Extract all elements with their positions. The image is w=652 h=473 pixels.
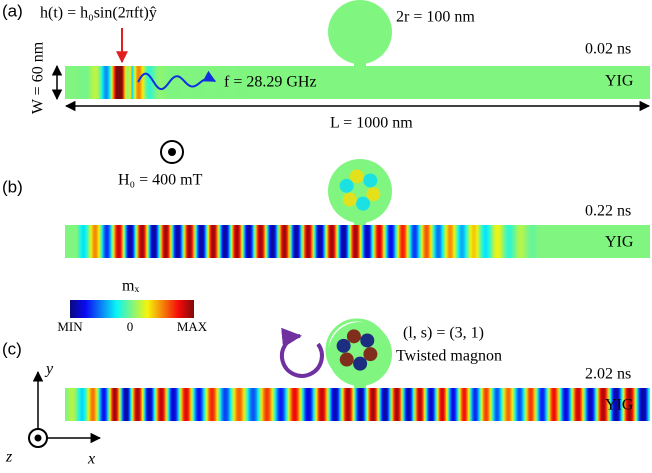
axis-z: z <box>5 449 13 466</box>
panel-label: (c) <box>2 339 22 358</box>
frequency: f = 28.29 GHz <box>224 74 317 91</box>
panel-label: (b) <box>2 177 23 196</box>
waveguide <box>65 66 650 99</box>
diameter: 2r = 100 nm <box>396 9 475 26</box>
time: 0.22 ns <box>585 203 631 220</box>
disk-lobe <box>350 169 364 183</box>
panel-label: (a) <box>2 1 23 20</box>
colorbar-title: mₓ <box>122 278 139 295</box>
waveguide <box>65 225 650 258</box>
layer <box>29 0 650 447</box>
disk-lobe <box>340 179 354 193</box>
disk-lobe <box>366 187 380 201</box>
figure: (a) h(t) = h₀sin(2πft)ŷ 2r = 100 nm 0.02… <box>0 0 652 473</box>
equation: h(t) = h₀sin(2πft)ŷ <box>40 5 157 22</box>
waveguide <box>65 388 650 421</box>
field-dot <box>168 148 176 156</box>
field: H₀ = 400 mT <box>118 172 203 189</box>
disk-lobe <box>340 353 354 367</box>
mode: (l, s) = (3, 1) <box>403 325 484 342</box>
colorbar-max: MAX <box>177 319 208 334</box>
time: 0.02 ns <box>585 41 631 58</box>
disk-lobe <box>363 173 377 187</box>
material: YIG <box>605 397 634 414</box>
disk <box>328 159 392 223</box>
disk-lobe <box>347 329 361 343</box>
disk-lobe <box>363 347 377 361</box>
mode-name: Twisted magnon <box>396 348 502 365</box>
disk-lobe <box>356 197 370 211</box>
axis-y: y <box>44 361 54 378</box>
colorbar <box>70 300 194 318</box>
colorbar-min: MIN <box>57 319 83 334</box>
axis-x: x <box>87 451 95 468</box>
disk-lobe <box>360 333 374 347</box>
z-dot <box>35 435 42 442</box>
material: YIG <box>605 234 634 251</box>
rotation-arrow <box>282 336 322 376</box>
disk <box>328 0 392 64</box>
width-label: W = 60 nm <box>30 41 47 114</box>
material: YIG <box>605 73 634 90</box>
disk-lobe <box>353 357 367 371</box>
time: 2.02 ns <box>585 366 631 383</box>
colorbar-mid: 0 <box>127 319 134 334</box>
disk-lobe <box>343 193 357 207</box>
disk-lobe <box>337 339 351 353</box>
length: L = 1000 nm <box>330 115 413 132</box>
